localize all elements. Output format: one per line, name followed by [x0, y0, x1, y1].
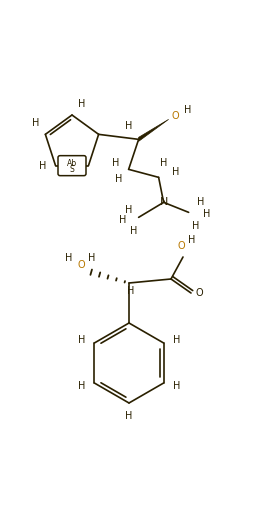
Text: O: O	[177, 241, 185, 251]
Text: H: H	[32, 118, 39, 128]
Text: H: H	[65, 253, 73, 263]
Text: H: H	[78, 99, 86, 109]
Text: H: H	[125, 411, 133, 421]
Text: H: H	[130, 226, 137, 236]
Text: H: H	[125, 205, 132, 215]
FancyBboxPatch shape	[58, 155, 86, 176]
Text: H: H	[192, 221, 199, 232]
Text: H: H	[112, 159, 119, 168]
Text: O: O	[77, 260, 85, 270]
Text: H: H	[115, 175, 122, 184]
Polygon shape	[139, 119, 169, 141]
Text: H: H	[203, 209, 210, 219]
Text: H: H	[39, 161, 46, 170]
Text: H: H	[119, 215, 126, 225]
Text: H: H	[173, 335, 180, 345]
Text: H: H	[127, 286, 135, 296]
Text: O: O	[172, 111, 180, 121]
Text: H: H	[197, 197, 204, 207]
Text: H: H	[188, 235, 196, 245]
Text: H: H	[88, 253, 96, 263]
Text: H: H	[172, 167, 179, 177]
Text: H: H	[78, 335, 85, 345]
Text: S: S	[70, 165, 74, 174]
Text: H: H	[125, 121, 132, 132]
Text: H: H	[78, 381, 85, 391]
Text: O: O	[195, 288, 203, 298]
Text: H: H	[184, 105, 191, 116]
Text: N: N	[159, 197, 168, 207]
Text: Ab: Ab	[67, 159, 77, 168]
Text: H: H	[173, 381, 180, 391]
Text: H: H	[160, 159, 167, 168]
